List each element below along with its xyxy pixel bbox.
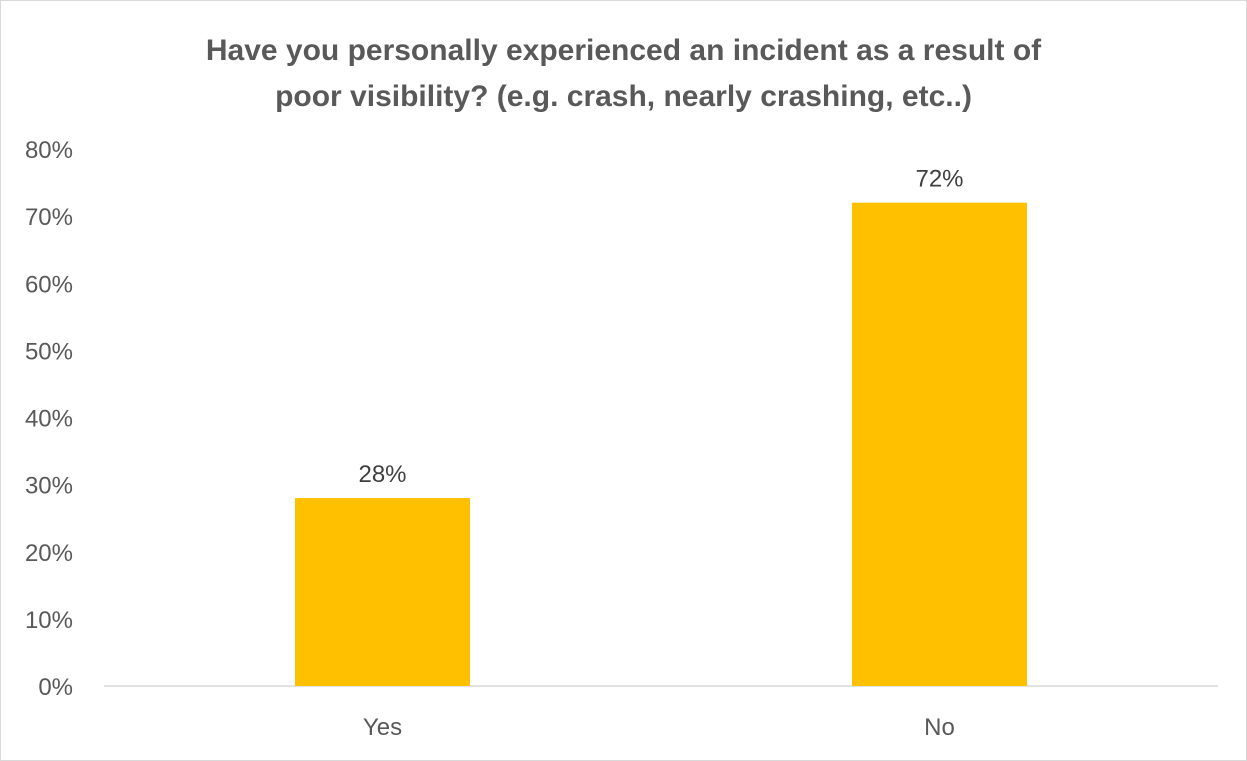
y-tick-label: 20% xyxy=(25,540,73,567)
data-label: 72% xyxy=(915,166,963,193)
y-tick-label: 10% xyxy=(25,607,73,634)
bar-yes xyxy=(295,498,470,686)
y-tick-label: 30% xyxy=(25,473,73,500)
y-tick-label: 50% xyxy=(25,338,73,365)
y-tick-label: 80% xyxy=(25,137,73,164)
y-tick-label: 70% xyxy=(25,204,73,231)
x-tick-label: No xyxy=(924,714,955,741)
y-tick-label: 0% xyxy=(38,674,73,701)
bar-no xyxy=(852,202,1027,686)
y-tick-label: 60% xyxy=(25,271,73,298)
chart-title: Have you personally experienced an incid… xyxy=(205,34,1042,113)
x-tick-label: Yes xyxy=(363,714,402,741)
y-tick-label: 40% xyxy=(25,406,73,433)
data-label: 28% xyxy=(358,461,406,488)
